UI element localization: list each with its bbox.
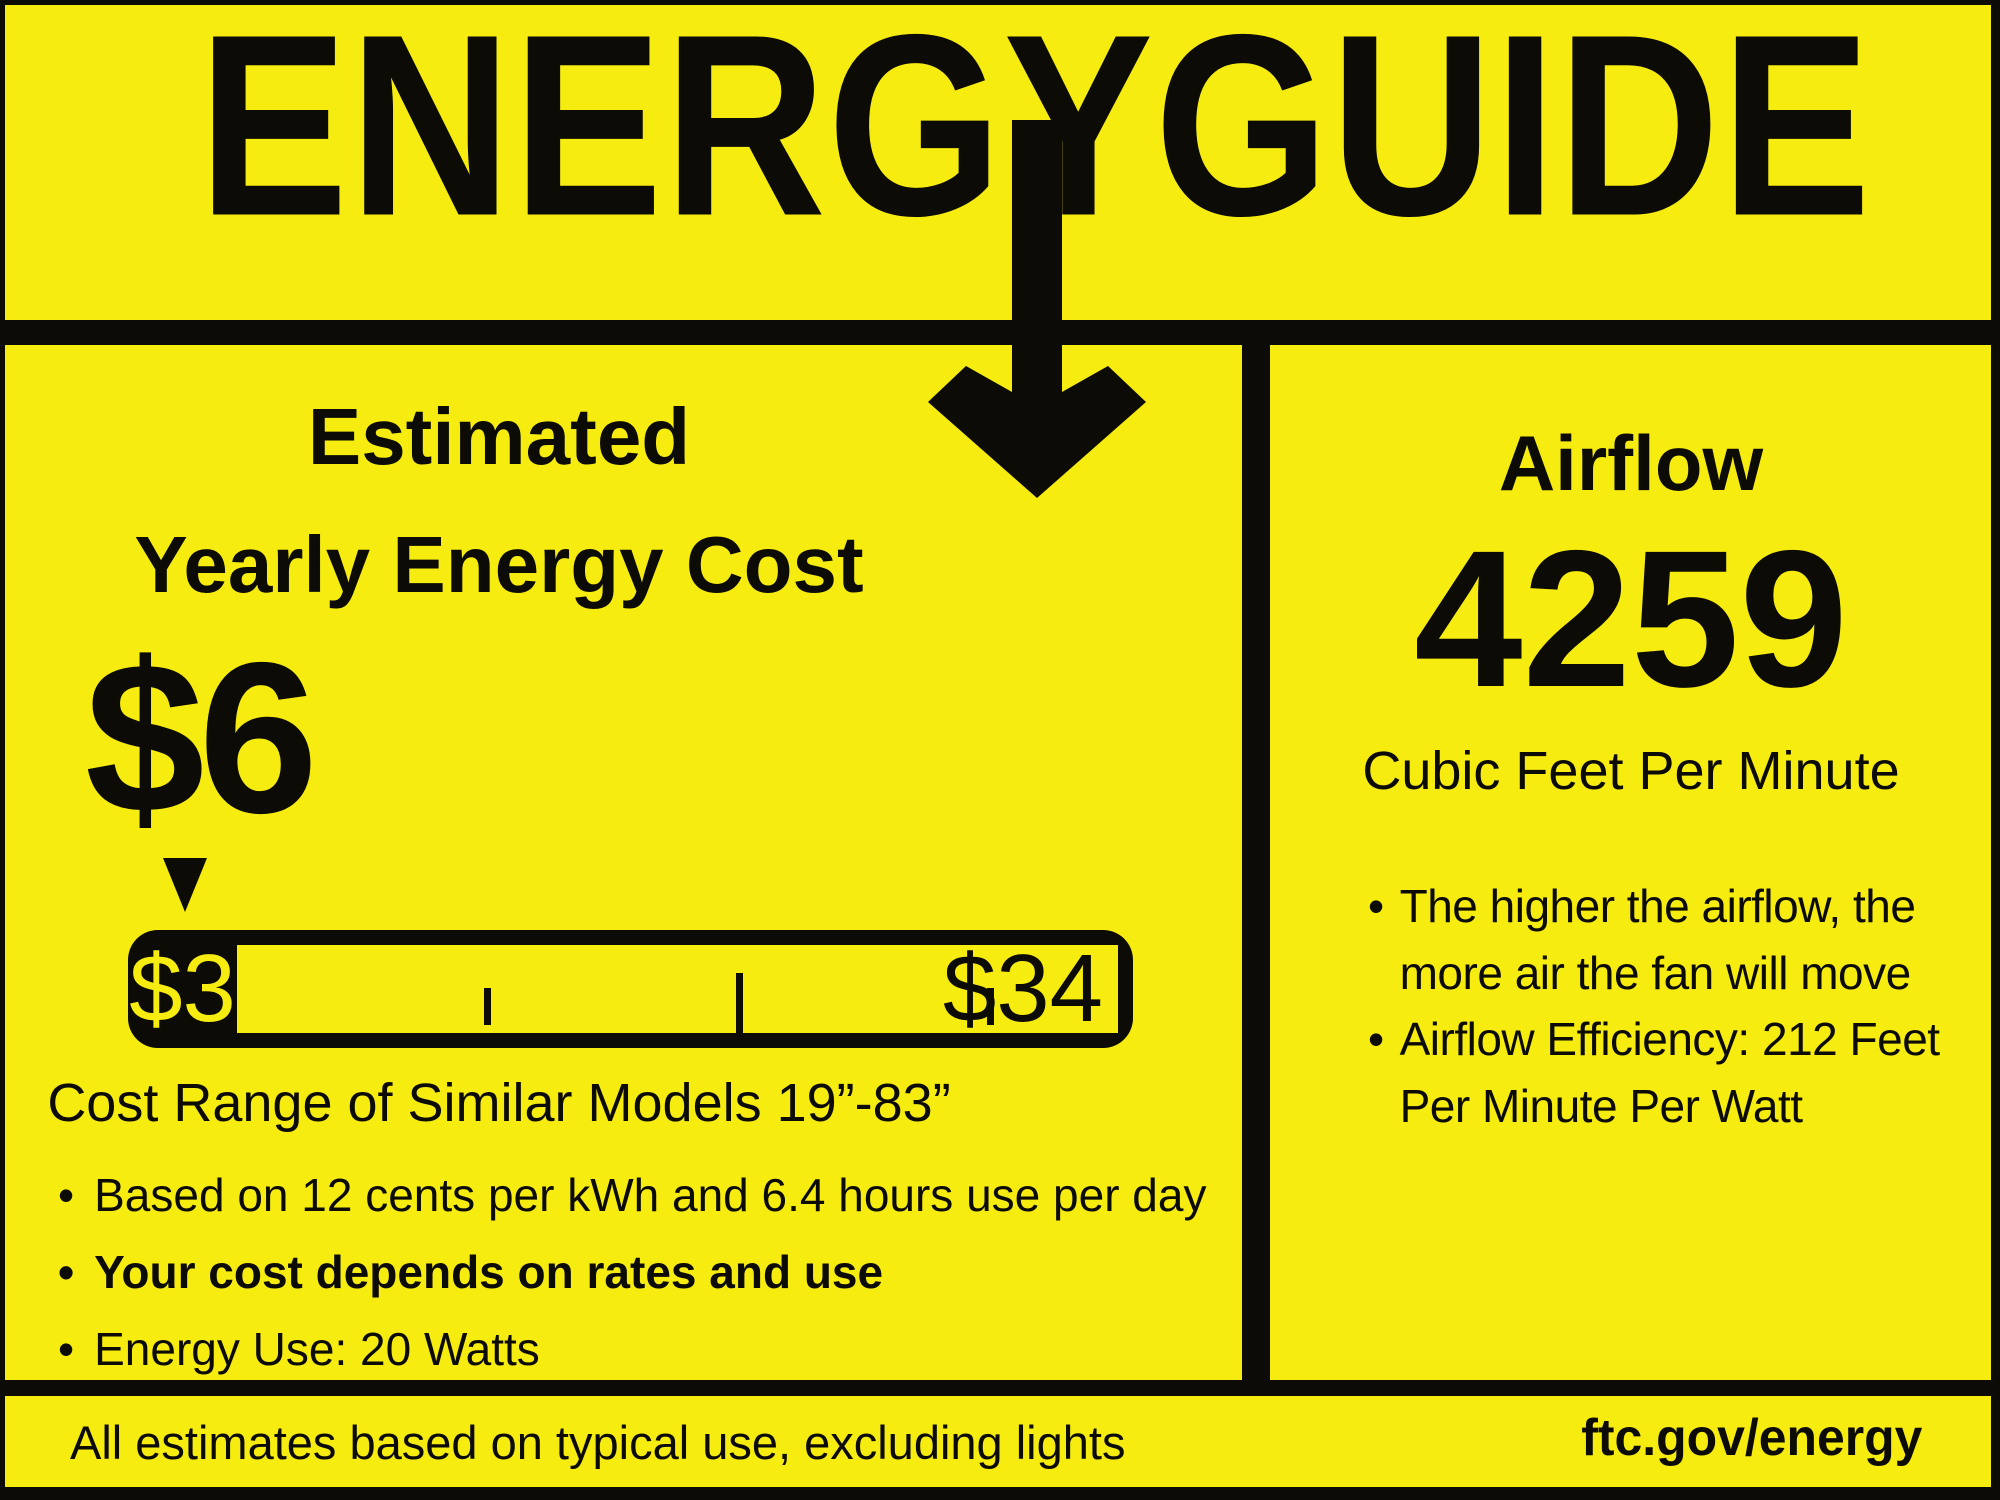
cost-range-scale: $3 $34 [128,930,1133,1048]
list-item: • The higher the airflow, the more air t… [1368,873,1968,1006]
cost-note-depends: Your cost depends on rates and use [94,1246,884,1298]
cost-notes-list: • Based on 12 cents per kWh and 6.4 hour… [58,1168,1208,1399]
heading-line2: Yearly Energy Cost [134,520,864,609]
airflow-note-higher: The higher the airflow, the more air the… [1399,880,1916,999]
bullet-icon: • [1368,1013,1384,1066]
airflow-notes-list: • The higher the airflow, the more air t… [1368,873,1968,1140]
border-right [1991,0,2000,1500]
scale-max-label: $34 [942,935,1103,1042]
down-arrow-icon [928,120,1146,498]
scale-tick-25 [484,988,491,1025]
scale-min-label: $3 [129,935,236,1042]
bullet-icon: • [58,1246,75,1298]
bullet-icon: • [58,1323,75,1375]
airflow-value: 4259 [1414,510,1848,728]
footer-divider [0,1380,2000,1396]
scale-tick-75 [987,988,994,1025]
cost-range-track [237,945,1118,1040]
cost-note-energy-use: Energy Use: 20 Watts [94,1323,540,1375]
list-item: • Your cost depends on rates and use [58,1245,1208,1299]
bullet-icon: • [1368,880,1384,932]
cost-note-rate-basis: Based on 12 cents per kWh and 6.4 hours … [94,1169,1207,1221]
heading-line1: Estimated [307,392,691,481]
airflow-heading: Airflow [1498,419,1764,507]
estimated-yearly-energy-cost-heading: Estimated Yearly Energy Cost [4,373,994,629]
bullet-icon: • [58,1169,75,1221]
footer-disclaimer: All estimates based on typical use, excl… [70,1416,1126,1469]
panel-divider [1242,345,1270,1380]
list-item: • Airflow Efficiency: 212 Feet Per Minut… [1368,1006,1968,1139]
border-left [0,0,5,1500]
border-top [0,0,2000,5]
cost-range-caption: Cost Range of Similar Models 19”-83” [47,1073,951,1133]
title-divider [0,320,2000,345]
cost-marker-icon [163,858,207,912]
border-bottom [0,1487,2000,1500]
list-item: • Energy Use: 20 Watts [58,1322,1208,1376]
airflow-unit: Cubic Feet Per Minute [1362,741,1900,801]
airflow-note-efficiency: Airflow Efficiency: 212 Feet Per Minute … [1399,1013,1940,1133]
list-item: • Based on 12 cents per kWh and 6.4 hour… [58,1168,1208,1222]
ftc-gov-energy-text: ftc.gov/energy [1580,1409,1922,1467]
yearly-cost-value: $6 [85,617,318,858]
scale-tick-50 [736,973,743,1040]
